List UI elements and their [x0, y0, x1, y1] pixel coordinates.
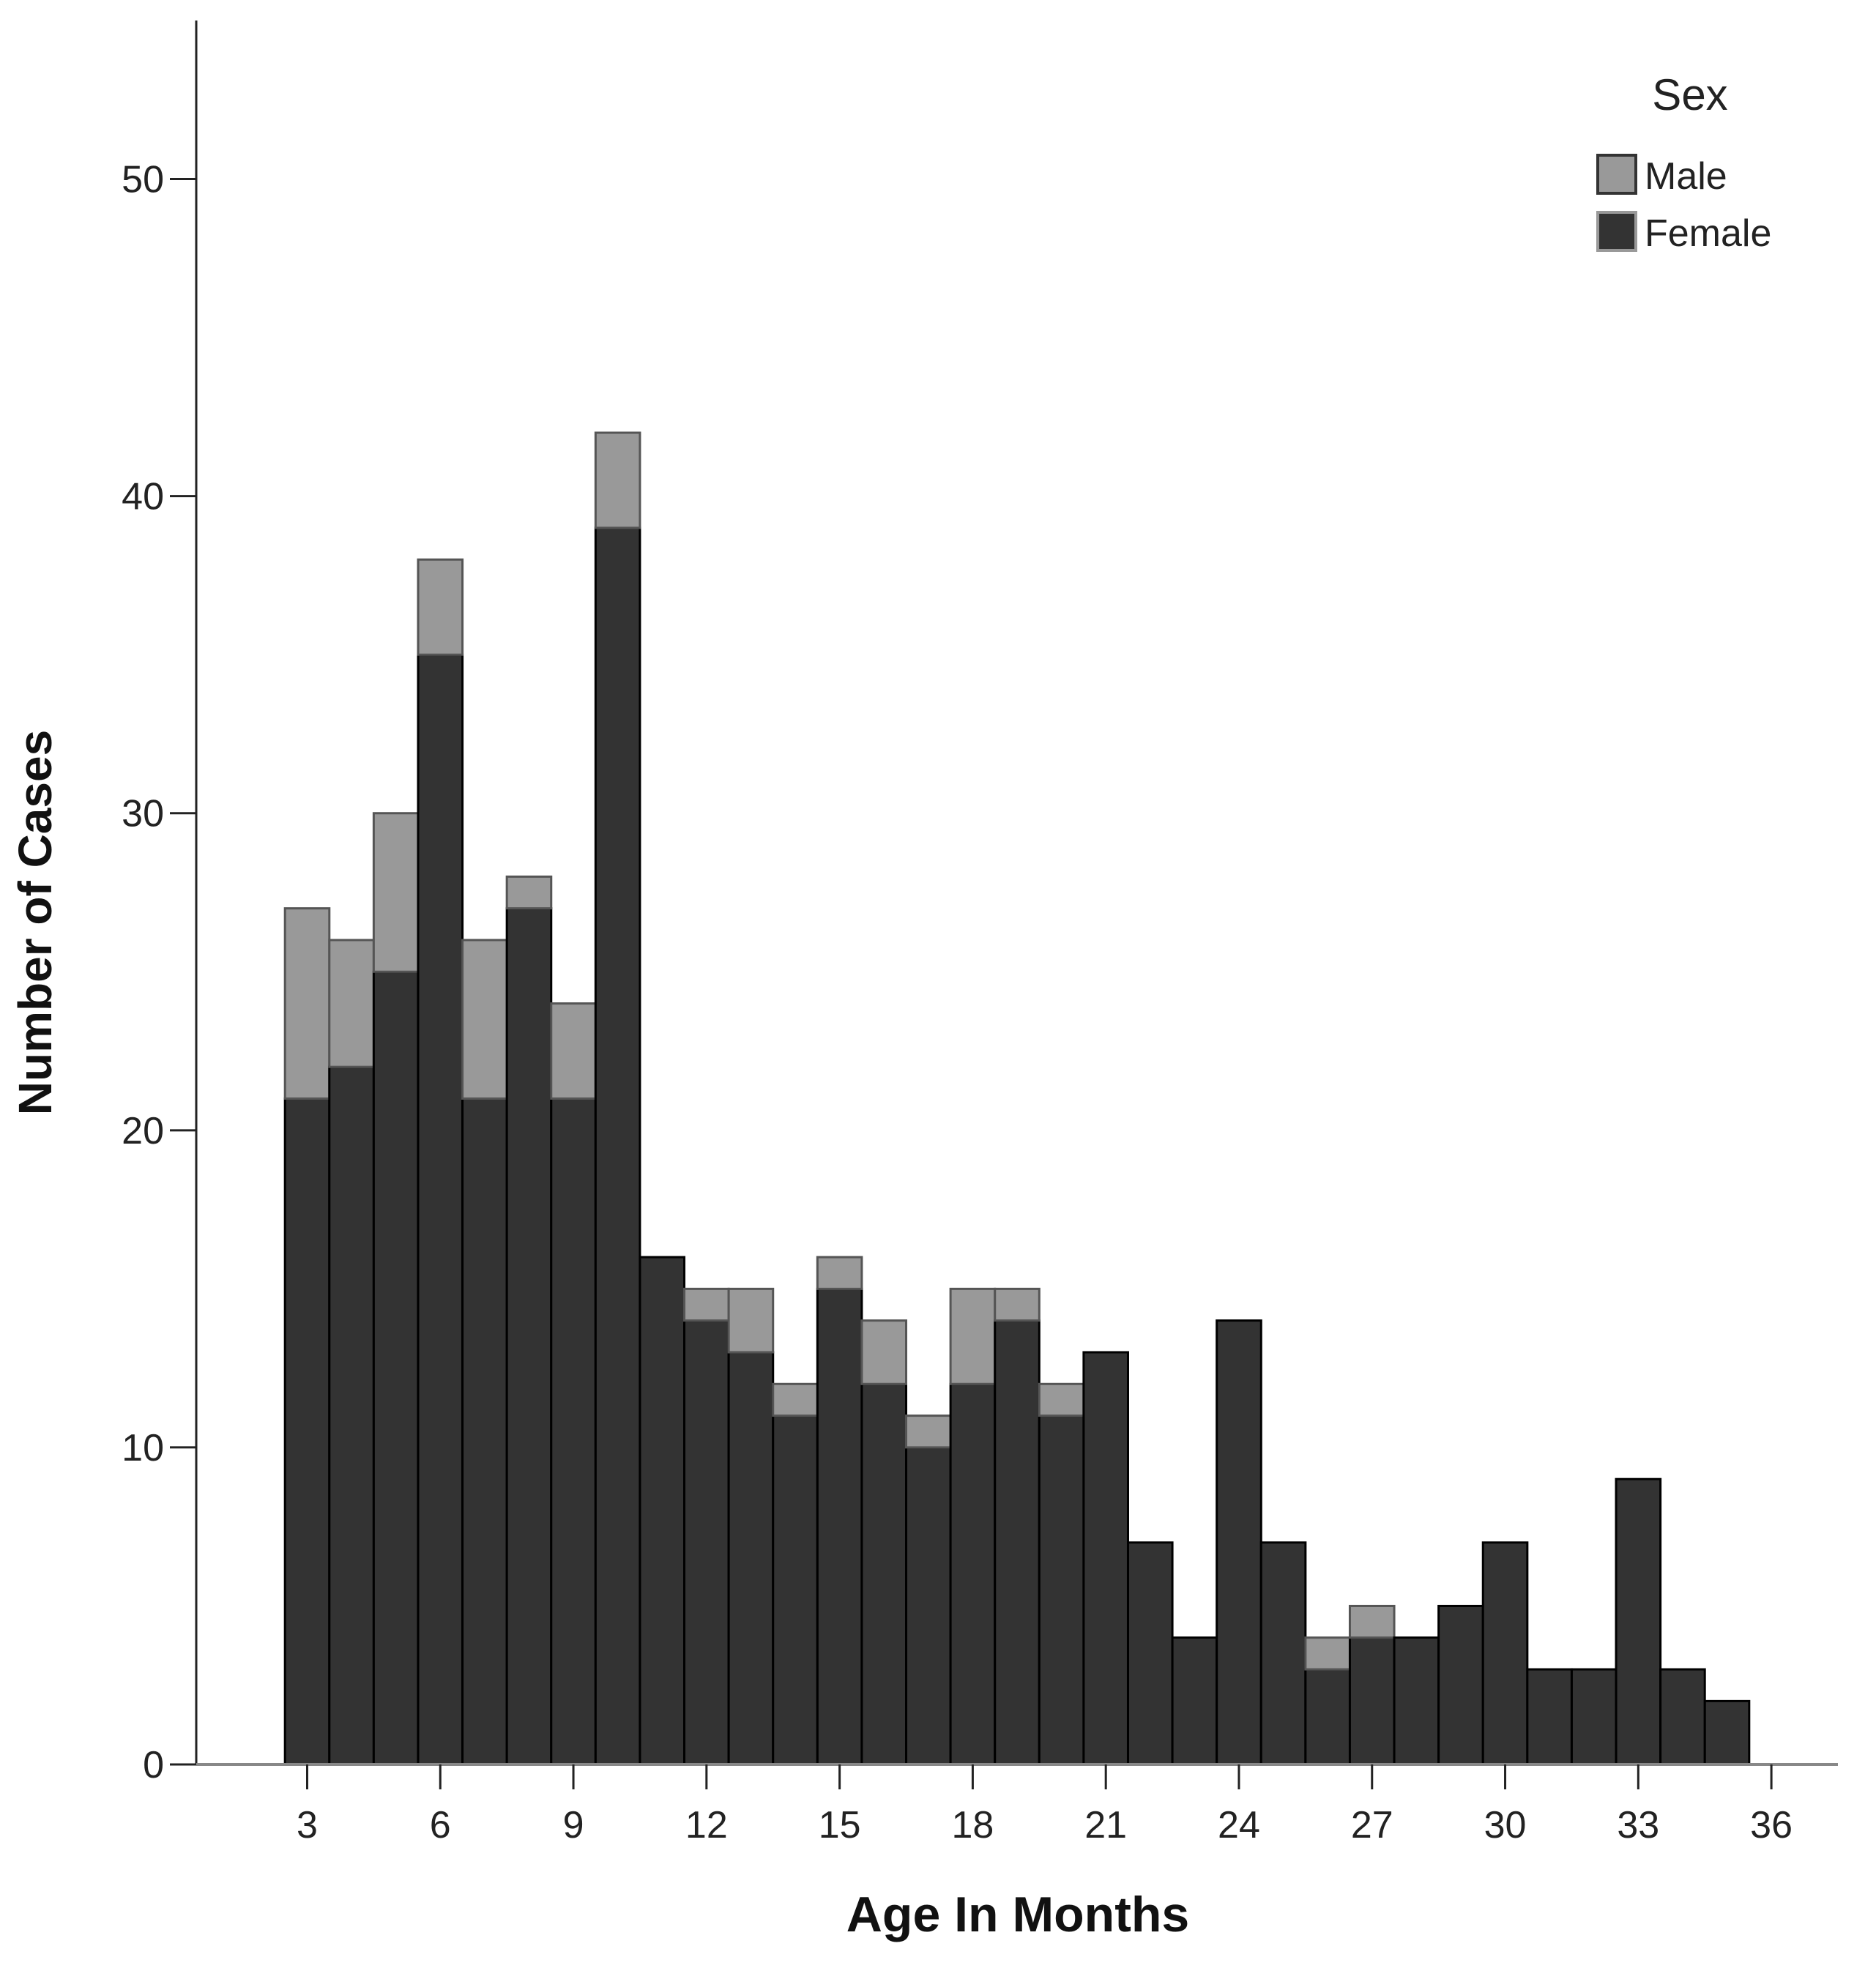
bar-male-17 — [905, 1414, 952, 1449]
bar-female-35 — [1703, 1699, 1751, 1766]
bar-male-18 — [949, 1287, 997, 1385]
x-tick-label-27: 27 — [1351, 1804, 1393, 1846]
legend: Sex Male Female — [1596, 70, 1771, 255]
bar-female-21 — [1082, 1351, 1129, 1766]
x-tick-label-12: 12 — [685, 1804, 728, 1846]
x-tick-label-18: 18 — [951, 1804, 994, 1846]
legend-label-female: Female — [1645, 212, 1771, 255]
bar-male-16 — [860, 1319, 908, 1385]
bar-male-15 — [816, 1256, 863, 1290]
bar-female-33 — [1615, 1477, 1662, 1766]
bar-female-25 — [1259, 1541, 1307, 1766]
bar-male-6 — [417, 558, 464, 656]
bar-male-9 — [550, 1002, 597, 1100]
bars-layer — [283, 431, 1751, 1766]
bar-female-34 — [1659, 1668, 1706, 1766]
bar-female-10 — [594, 526, 641, 1766]
bar-male-3 — [283, 907, 331, 1100]
legend-label-male: Male — [1645, 155, 1727, 198]
y-tick-label-50: 50 — [122, 159, 164, 201]
bar-male-12 — [683, 1287, 730, 1322]
bar-female-16 — [860, 1382, 908, 1766]
bar-female-13 — [727, 1351, 775, 1766]
bar-male-14 — [772, 1382, 819, 1417]
y-tick-label-40: 40 — [122, 476, 164, 518]
bar-female-26 — [1304, 1668, 1351, 1766]
bar-female-8 — [505, 907, 553, 1766]
x-axis-label: Age In Months — [846, 1887, 1189, 1942]
bar-male-27 — [1348, 1604, 1396, 1639]
bar-male-19 — [994, 1287, 1041, 1322]
x-tick-label-24: 24 — [1218, 1804, 1260, 1846]
bar-male-5 — [372, 812, 420, 973]
bar-female-22 — [1126, 1541, 1174, 1766]
bar-female-5 — [372, 970, 420, 1766]
x-tick-label-9: 9 — [563, 1804, 584, 1846]
legend-swatch-male — [1596, 154, 1637, 195]
x-tick-label-30: 30 — [1484, 1804, 1527, 1846]
bar-female-14 — [772, 1414, 819, 1766]
bar-male-13 — [727, 1287, 775, 1354]
x-tick-label-3: 3 — [297, 1804, 318, 1846]
bar-female-4 — [328, 1065, 375, 1766]
bar-female-31 — [1526, 1668, 1573, 1766]
bar-male-10 — [594, 431, 641, 529]
x-tick-label-21: 21 — [1084, 1804, 1127, 1846]
bar-male-26 — [1304, 1636, 1351, 1671]
y-tick-label-0: 0 — [143, 1744, 164, 1786]
axes-layer — [195, 20, 1838, 1766]
bar-female-15 — [816, 1287, 863, 1766]
bar-female-18 — [949, 1382, 997, 1766]
bar-female-6 — [417, 653, 464, 1766]
bar-female-24 — [1216, 1319, 1262, 1766]
y-axis-label: Number of Cases — [9, 730, 62, 1115]
bar-female-27 — [1348, 1636, 1396, 1766]
bar-female-20 — [1038, 1414, 1085, 1766]
bar-male-8 — [505, 875, 553, 910]
bar-female-30 — [1481, 1541, 1529, 1766]
bar-male-7 — [461, 939, 508, 1100]
x-tick-label-15: 15 — [819, 1804, 861, 1846]
bar-female-29 — [1437, 1604, 1484, 1766]
bar-female-19 — [994, 1319, 1041, 1766]
x-tick-label-6: 6 — [430, 1804, 451, 1846]
x-tick-label-36: 36 — [1750, 1804, 1793, 1846]
bar-female-23 — [1171, 1636, 1218, 1766]
bar-female-11 — [639, 1256, 686, 1766]
y-tick-label-10: 10 — [122, 1427, 164, 1469]
bar-female-7 — [461, 1097, 508, 1766]
y-tick-label-30: 30 — [122, 793, 164, 835]
bar-female-9 — [550, 1097, 597, 1766]
bar-male-4 — [328, 939, 375, 1068]
bar-female-32 — [1570, 1668, 1618, 1766]
legend-title: Sex — [1652, 70, 1727, 119]
x-tick-label-33: 33 — [1617, 1804, 1659, 1846]
bar-female-12 — [683, 1319, 730, 1766]
bar-male-20 — [1038, 1382, 1085, 1417]
legend-swatch-female — [1596, 211, 1637, 252]
bar-female-17 — [905, 1446, 952, 1766]
y-tick-label-20: 20 — [122, 1110, 164, 1152]
bar-female-28 — [1393, 1636, 1440, 1766]
bar-female-3 — [283, 1097, 331, 1766]
